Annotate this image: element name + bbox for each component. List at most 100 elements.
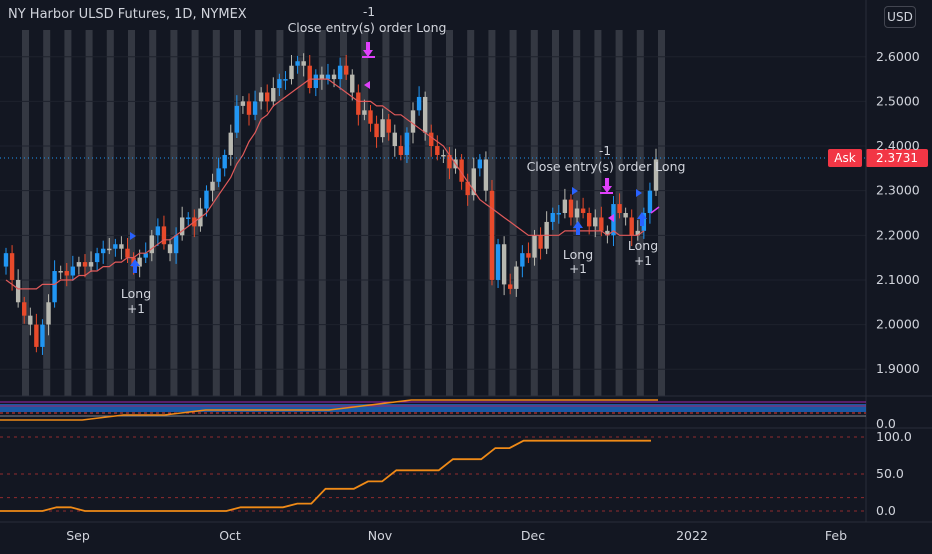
ask-value-tag <box>866 149 928 168</box>
close-entry-count: -1 <box>363 5 375 19</box>
session-band <box>403 30 411 396</box>
session-band <box>467 30 475 396</box>
time-axis-label: Nov <box>368 528 393 543</box>
candle-body <box>234 105 240 133</box>
candle-body <box>337 65 343 80</box>
candle-body <box>447 154 452 169</box>
candle-body <box>113 244 118 249</box>
candle-body <box>398 146 404 155</box>
candle-body <box>125 248 130 258</box>
candle-body <box>283 79 288 81</box>
session-band <box>85 30 93 396</box>
candle-body <box>441 154 446 157</box>
long-arrow-icon <box>573 221 583 235</box>
time-axis-label: 2022 <box>676 528 708 543</box>
candle-body <box>34 324 39 347</box>
candle-body <box>64 271 69 276</box>
candle-body <box>574 208 580 218</box>
candle-body <box>386 119 391 133</box>
candle-body <box>538 235 543 249</box>
candle-body <box>392 132 397 147</box>
candle-body <box>149 235 154 254</box>
candle-body <box>307 65 312 89</box>
indicator-axis-label: 50.0 <box>876 466 904 481</box>
candle-body <box>374 123 379 138</box>
candle-body <box>410 110 416 133</box>
close-tick <box>650 206 660 214</box>
candle-body <box>3 253 9 267</box>
session-band <box>361 30 369 396</box>
candle-body <box>265 92 270 102</box>
candle-body <box>343 65 349 75</box>
candle-body <box>58 271 63 273</box>
indicator-axis-label: 0.0 <box>876 503 896 518</box>
ask-tag-text: Ask <box>834 151 855 165</box>
long-label: Long <box>563 247 593 262</box>
session-band <box>382 30 390 396</box>
candle-body <box>143 253 148 258</box>
price-axis-label: 2.5000 <box>876 93 920 108</box>
candle-body <box>76 262 82 267</box>
candle-body <box>258 92 264 102</box>
candle-body <box>483 159 489 191</box>
candle-body <box>52 271 57 303</box>
time-axis-label: Feb <box>825 528 847 543</box>
candle-body <box>593 217 598 227</box>
candle-body <box>271 88 276 102</box>
price-axis-label: 2.4000 <box>876 138 920 153</box>
candle-body <box>137 257 142 267</box>
candle-body <box>532 235 537 258</box>
candle-body <box>599 217 604 231</box>
candle-body <box>161 226 167 245</box>
session-band <box>22 30 29 396</box>
candle-body <box>70 266 76 276</box>
candle-body <box>362 110 367 115</box>
equity-line <box>0 399 658 421</box>
candle-body <box>119 244 124 249</box>
close-entry-label: Close entry(s) order Long <box>527 159 686 174</box>
candle-body <box>107 248 112 251</box>
session-band <box>255 30 263 396</box>
session-band <box>636 30 644 396</box>
grid-lines <box>0 56 866 370</box>
candle-body <box>350 74 355 93</box>
indicator-pane-2: 100.0 50.0 0.0 <box>0 429 912 518</box>
candle-body <box>429 132 434 147</box>
candle-body <box>477 159 483 169</box>
candle-body <box>356 92 361 115</box>
candle-body <box>173 235 179 254</box>
candle-body <box>179 217 185 236</box>
candle-body <box>435 146 440 155</box>
close-arrow-icon <box>363 42 373 57</box>
candle-body <box>325 74 331 80</box>
long-arrow-icon <box>130 259 140 273</box>
long-count: +1 <box>127 302 145 316</box>
long-flag-icon <box>572 187 578 195</box>
session-band <box>234 30 241 396</box>
candle-body <box>550 213 555 222</box>
candle-body <box>568 199 574 218</box>
candle-body <box>15 279 21 303</box>
ask-tag <box>828 149 862 168</box>
candle-body <box>295 61 300 66</box>
candle-body <box>228 132 233 155</box>
session-band <box>191 30 199 396</box>
candle-body <box>319 74 325 80</box>
candle-body <box>653 159 659 191</box>
candle-body <box>216 168 221 182</box>
price-axis: 2.6000 2.5000 2.4000 2.3000 2.2000 2.1000 2.00… <box>876 49 920 376</box>
session-band <box>43 30 51 396</box>
session-band <box>318 30 326 396</box>
candle-body <box>489 190 495 280</box>
long-arrow-icon <box>637 212 647 226</box>
candle-body <box>252 101 258 115</box>
currency-button[interactable]: USD <box>884 6 916 28</box>
close-flag-icon <box>608 214 614 222</box>
candle-body <box>556 213 562 215</box>
long-count: +1 <box>634 254 652 268</box>
candle-body <box>495 244 501 280</box>
candle-body <box>82 262 88 267</box>
candle-body <box>240 101 246 106</box>
candle-body <box>471 168 476 196</box>
